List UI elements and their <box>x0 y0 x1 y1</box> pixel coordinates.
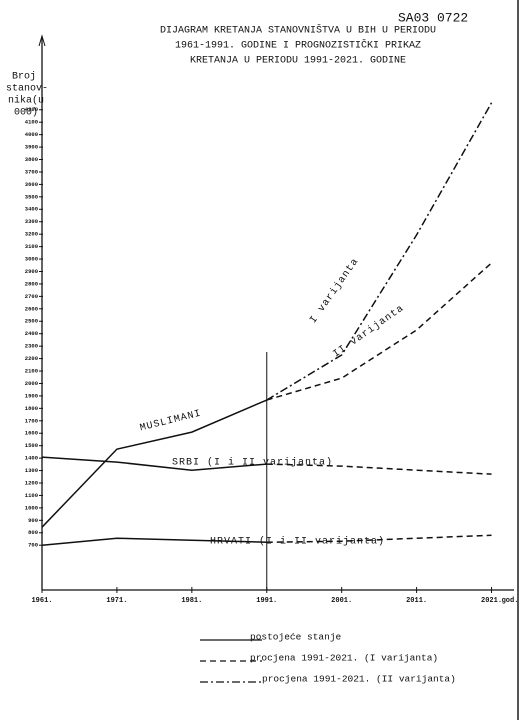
y-axis-arrow <box>38 34 46 47</box>
y-tick-label: 2000 <box>25 380 38 387</box>
y-tick-label: 1700 <box>25 417 38 424</box>
y-tick-label: 2700 <box>25 293 38 300</box>
y-tick-label: 1800 <box>25 405 38 412</box>
series-line <box>266 262 493 401</box>
x-tick-label: 1961. <box>31 597 52 605</box>
y-tick-label: 1600 <box>25 430 38 437</box>
y-tick-label: 2800 <box>25 280 38 287</box>
y-tick-label: 1100 <box>25 492 38 499</box>
series-line <box>41 537 267 546</box>
y-tick-label: 800 <box>28 529 38 536</box>
x-tick-label: 2021. <box>481 597 502 605</box>
y-tick-label: 3900 <box>25 144 38 151</box>
x-tick-label: 1971. <box>106 597 127 605</box>
legend-label: procjena 1991-2021. (II varijanta) <box>262 674 456 685</box>
y-label: stanov- <box>6 84 48 95</box>
y-tick-label: 700 <box>28 542 38 549</box>
y-tick-label: 2200 <box>25 355 38 362</box>
y-tick-label: 3200 <box>25 231 38 238</box>
y-tick-label: 4100 <box>25 119 38 126</box>
stamp: SA03 0722 <box>398 10 468 25</box>
x-tick-label: 2011. <box>406 597 427 605</box>
y-tick-label: 1000 <box>25 504 38 511</box>
chart-title: 1961-1991. GODINE I PROGNOZISTIČKI PRIKA… <box>175 38 421 52</box>
y-tick-label: 2100 <box>25 367 38 374</box>
y-tick-label: 3600 <box>25 181 38 188</box>
y-tick-label: 1300 <box>25 467 38 474</box>
line-annotation: SRBI (I i II varijanta) <box>172 457 333 469</box>
y-label: Broj <box>12 71 36 83</box>
y-tick-label: 3000 <box>25 256 38 263</box>
y-tick-label: 1200 <box>25 479 38 486</box>
x-tick-label: 2001. <box>331 597 352 605</box>
x-tick-label: 1981. <box>181 597 202 605</box>
y-tick-label: 2400 <box>25 330 38 337</box>
series-line <box>266 534 492 543</box>
y-label: nika(u <box>8 95 44 107</box>
y-tick-label: 2600 <box>25 305 38 312</box>
y-tick-label: 2500 <box>25 318 38 325</box>
chart-title: DIJAGRAM KRETANJA STANOVNIŠTVA U BIH U P… <box>160 23 436 37</box>
x-tick-label: 1991. <box>256 597 277 605</box>
y-tick-label: 4000 <box>25 131 38 138</box>
y-tick-label: 3300 <box>25 218 38 225</box>
y-tick-label: 3700 <box>25 168 38 175</box>
series-line <box>41 399 268 528</box>
chart-title: KRETANJA U PERIODU 1991-2021. GODINE <box>190 56 406 67</box>
y-tick-label: 2900 <box>25 268 38 275</box>
y-tick-label: 900 <box>28 517 38 524</box>
y-tick-label: 3500 <box>25 193 38 200</box>
x-unit: god. <box>502 597 519 605</box>
series-line <box>266 463 492 475</box>
y-tick-label: 2300 <box>25 343 38 350</box>
series-line <box>41 456 267 471</box>
y-tick-label: 3800 <box>25 156 38 163</box>
y-tick-label: 3400 <box>25 206 38 213</box>
y-tick-label: 3100 <box>25 243 38 250</box>
y-label: 000) <box>14 107 38 119</box>
y-tick-label: 1400 <box>25 455 38 462</box>
legend-label: procjena 1991-2021. (I varijanta) <box>250 653 438 664</box>
y-tick-label: 1900 <box>25 392 38 399</box>
line-annotation: HRVATI (I i II varijanta) <box>210 536 385 548</box>
y-tick-label: 4200 <box>25 106 38 113</box>
legend-label: postojeće stanje <box>250 632 342 643</box>
series-line <box>266 102 493 401</box>
y-tick-label: 1500 <box>25 442 38 449</box>
